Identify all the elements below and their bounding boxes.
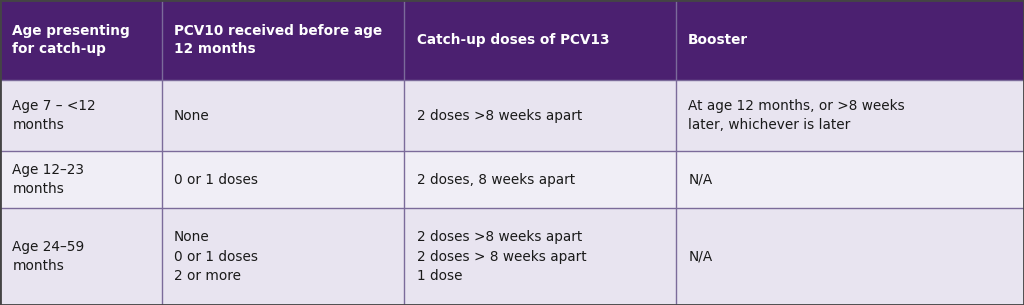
- Bar: [676, 208, 1024, 305]
- Text: Catch-up doses of PCV13: Catch-up doses of PCV13: [417, 33, 609, 47]
- Bar: [162, 80, 404, 151]
- Text: 2 doses >8 weeks apart: 2 doses >8 weeks apart: [417, 109, 582, 123]
- Bar: [0, 80, 162, 151]
- Text: Age 24–59
months: Age 24–59 months: [12, 240, 85, 273]
- Text: None
0 or 1 doses
2 or more: None 0 or 1 doses 2 or more: [174, 230, 258, 283]
- Text: Booster: Booster: [688, 33, 749, 47]
- Text: 2 doses >8 weeks apart
2 doses > 8 weeks apart
1 dose: 2 doses >8 weeks apart 2 doses > 8 weeks…: [417, 230, 587, 283]
- Text: PCV10 received before age
12 months: PCV10 received before age 12 months: [174, 24, 382, 56]
- Bar: [162, 0, 404, 80]
- Bar: [404, 151, 676, 208]
- Text: None: None: [174, 109, 210, 123]
- Bar: [162, 208, 404, 305]
- Bar: [676, 0, 1024, 80]
- Text: At age 12 months, or >8 weeks
later, whichever is later: At age 12 months, or >8 weeks later, whi…: [688, 99, 905, 132]
- Bar: [0, 0, 162, 80]
- Text: Age 7 – <12
months: Age 7 – <12 months: [12, 99, 96, 132]
- Bar: [162, 151, 404, 208]
- Bar: [676, 151, 1024, 208]
- Text: N/A: N/A: [688, 173, 713, 187]
- Bar: [404, 208, 676, 305]
- Bar: [676, 80, 1024, 151]
- Bar: [0, 208, 162, 305]
- Text: Age 12–23
months: Age 12–23 months: [12, 163, 84, 196]
- Bar: [404, 80, 676, 151]
- Text: N/A: N/A: [688, 249, 713, 264]
- Text: 2 doses, 8 weeks apart: 2 doses, 8 weeks apart: [417, 173, 574, 187]
- Bar: [0, 151, 162, 208]
- Text: Age presenting
for catch-up: Age presenting for catch-up: [12, 24, 130, 56]
- Bar: [404, 0, 676, 80]
- Text: 0 or 1 doses: 0 or 1 doses: [174, 173, 258, 187]
